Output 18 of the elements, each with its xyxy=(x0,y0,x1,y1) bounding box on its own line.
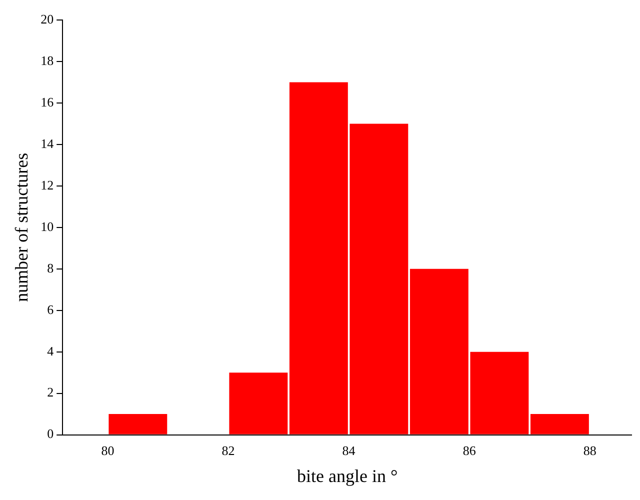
x-tick-label: 88 xyxy=(583,443,596,458)
x-axis-title: bite angle in ° xyxy=(296,466,398,486)
y-axis-title: number of structures xyxy=(12,152,32,302)
y-tick-label: 8 xyxy=(47,260,54,276)
y-tick-label: 20 xyxy=(40,11,54,26)
x-tick-label: 82 xyxy=(222,443,235,458)
y-tick-label: 10 xyxy=(40,218,54,234)
x-tick-label: 86 xyxy=(462,443,476,458)
x-tick-label: 84 xyxy=(342,443,356,458)
x-tick-label: 80 xyxy=(101,443,114,458)
y-tick-label: 6 xyxy=(47,302,54,317)
y-tick-label: 12 xyxy=(40,177,54,192)
y-tick-label: 2 xyxy=(47,384,54,400)
y-tick-label: 4 xyxy=(47,343,54,358)
y-tick-label: 0 xyxy=(47,426,54,442)
y-tick-label: 16 xyxy=(40,94,54,110)
y-tick-label: 18 xyxy=(40,52,54,68)
y-tick-label: 14 xyxy=(40,136,54,151)
